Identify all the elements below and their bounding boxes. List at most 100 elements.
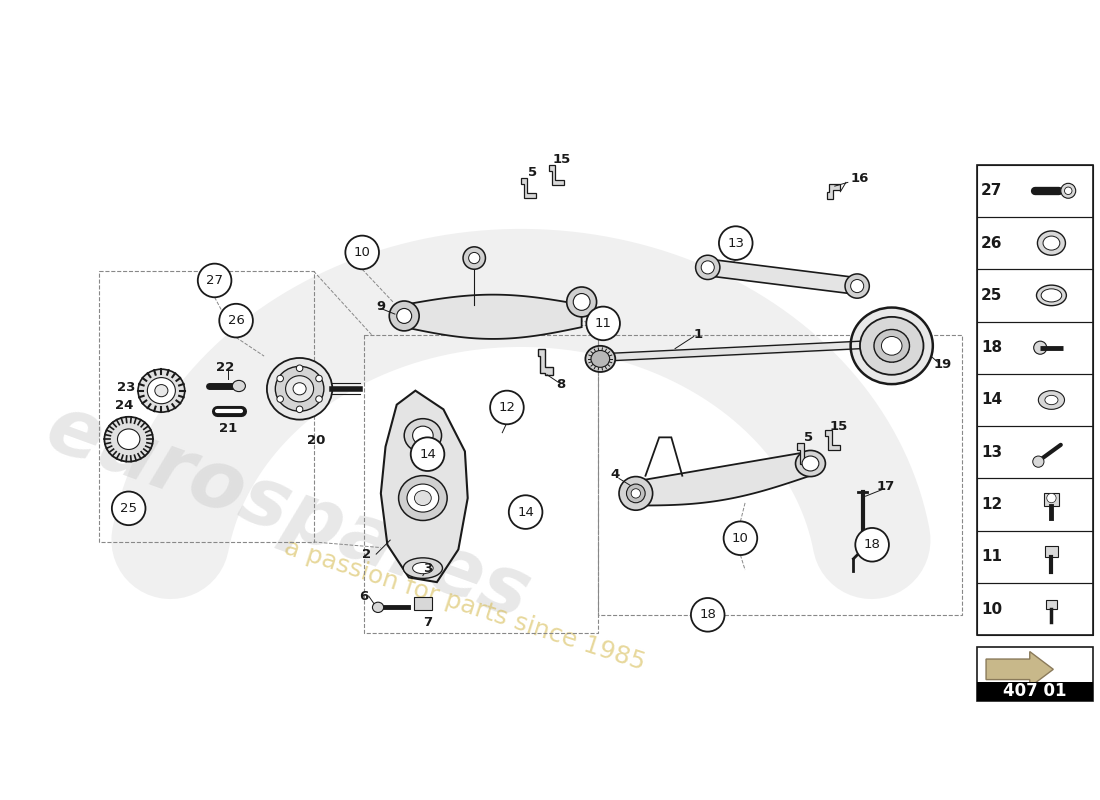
Circle shape [845, 274, 869, 298]
Text: 407 01: 407 01 [1003, 682, 1067, 700]
Ellipse shape [104, 417, 153, 462]
Ellipse shape [585, 346, 615, 372]
Ellipse shape [147, 378, 175, 404]
Text: 14: 14 [419, 448, 436, 461]
Text: 23: 23 [117, 382, 135, 394]
Circle shape [463, 247, 485, 270]
Circle shape [509, 495, 542, 529]
Bar [977, 530, 1093, 583]
Text: 4: 4 [610, 468, 620, 482]
Text: 21: 21 [220, 422, 238, 434]
Text: 5: 5 [804, 431, 813, 444]
Text: 25: 25 [120, 502, 138, 515]
Polygon shape [549, 165, 564, 185]
Ellipse shape [802, 456, 818, 471]
Text: 10: 10 [981, 602, 1002, 617]
Polygon shape [381, 390, 468, 582]
Polygon shape [404, 294, 582, 339]
Bar [1046, 600, 1057, 610]
Bar [1044, 494, 1059, 506]
Text: 16: 16 [850, 172, 869, 185]
Bar [99, 271, 314, 542]
Polygon shape [986, 651, 1054, 687]
Circle shape [491, 390, 524, 424]
Polygon shape [825, 430, 840, 450]
Bar [364, 334, 597, 634]
Text: 5: 5 [528, 166, 537, 178]
Circle shape [573, 294, 590, 310]
Text: 15: 15 [829, 420, 848, 433]
Text: 7: 7 [424, 616, 432, 629]
Circle shape [410, 438, 444, 471]
Circle shape [719, 226, 752, 260]
Bar [977, 646, 1093, 701]
Circle shape [296, 406, 303, 413]
Ellipse shape [398, 476, 448, 521]
Circle shape [1065, 187, 1072, 194]
Text: 14: 14 [981, 393, 1002, 407]
Circle shape [1034, 341, 1047, 354]
Ellipse shape [404, 558, 442, 578]
Text: 8: 8 [557, 378, 565, 390]
Ellipse shape [874, 330, 910, 362]
Ellipse shape [412, 562, 433, 574]
Text: 6: 6 [360, 590, 368, 602]
Circle shape [389, 301, 419, 331]
Text: 26: 26 [981, 235, 1002, 250]
Text: 2: 2 [362, 548, 372, 561]
Polygon shape [636, 451, 811, 506]
Circle shape [397, 309, 411, 323]
Text: 27: 27 [981, 183, 1002, 198]
Ellipse shape [1037, 231, 1066, 255]
Ellipse shape [412, 426, 433, 445]
Circle shape [277, 396, 284, 402]
Ellipse shape [860, 317, 924, 374]
Circle shape [724, 522, 757, 555]
Ellipse shape [267, 358, 332, 420]
Bar [977, 374, 1093, 426]
Ellipse shape [293, 382, 306, 395]
Ellipse shape [591, 350, 609, 367]
Ellipse shape [795, 450, 825, 477]
Ellipse shape [881, 337, 902, 355]
Circle shape [198, 264, 231, 298]
Circle shape [219, 304, 253, 338]
Ellipse shape [232, 380, 245, 391]
Circle shape [586, 306, 620, 340]
Bar [597, 334, 961, 615]
Circle shape [345, 236, 379, 270]
Bar [977, 165, 1093, 635]
Bar [977, 165, 1093, 217]
Text: 14: 14 [517, 506, 535, 518]
Ellipse shape [1043, 236, 1059, 250]
Ellipse shape [286, 376, 313, 402]
Circle shape [627, 484, 646, 502]
Ellipse shape [407, 484, 439, 512]
Ellipse shape [118, 429, 140, 450]
Text: 10: 10 [732, 532, 749, 545]
Text: 27: 27 [206, 274, 223, 287]
Text: 17: 17 [877, 480, 895, 494]
Circle shape [1047, 494, 1056, 502]
Text: 19: 19 [934, 358, 953, 371]
Polygon shape [707, 259, 857, 294]
Ellipse shape [415, 490, 431, 506]
Circle shape [691, 598, 725, 632]
Ellipse shape [1036, 285, 1066, 306]
Circle shape [850, 279, 864, 293]
Ellipse shape [850, 307, 933, 384]
Text: 3: 3 [422, 562, 432, 574]
Ellipse shape [1045, 395, 1058, 405]
Polygon shape [538, 349, 552, 374]
Text: 10: 10 [354, 246, 371, 259]
Text: 24: 24 [114, 399, 133, 412]
Text: 13: 13 [981, 445, 1002, 460]
Text: 11: 11 [981, 550, 1002, 565]
Circle shape [631, 489, 640, 498]
Circle shape [316, 396, 322, 402]
Text: 1: 1 [694, 328, 703, 341]
Text: 12: 12 [498, 401, 516, 414]
Ellipse shape [404, 418, 441, 452]
Bar [414, 597, 432, 610]
Text: 26: 26 [228, 314, 244, 327]
